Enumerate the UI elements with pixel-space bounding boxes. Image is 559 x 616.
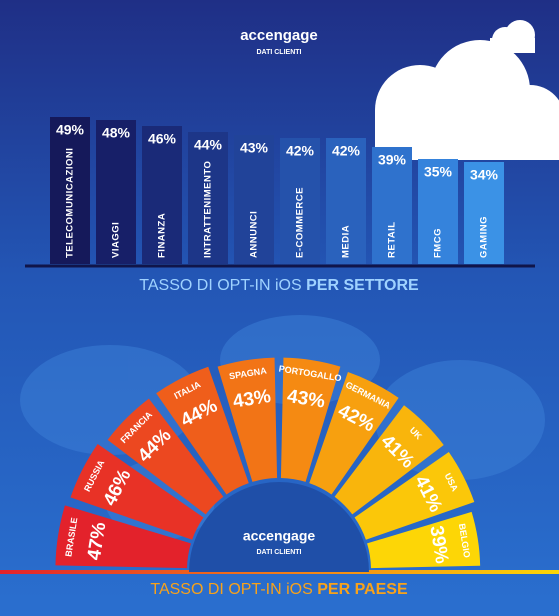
title-text: TASSO DI OPT-IN iOS [139, 277, 301, 294]
bar [280, 138, 320, 264]
fan-bar [334, 405, 444, 515]
fan-bar [107, 398, 224, 515]
fan-hub [189, 482, 369, 572]
value-label: 44% [194, 137, 223, 153]
fan-bar [309, 372, 399, 495]
category-label: TELECOMUNICAZIONI [65, 148, 76, 258]
category-label: ANNUNCI [249, 211, 260, 258]
category-label: FMCG [433, 228, 444, 258]
value-label: 34% [470, 167, 499, 183]
bar [418, 159, 458, 264]
bar [234, 135, 274, 264]
bar [50, 117, 90, 264]
value-label: 49% [56, 122, 85, 138]
bar-title: TASSO DI OPT-IN iOS PER SETTORE [139, 277, 419, 294]
title-emphasis: PER PAESE [317, 581, 408, 598]
category-label: GAMING [479, 216, 490, 258]
value-label: 42% [332, 143, 361, 159]
fan-bar [217, 357, 278, 482]
brand-subtitle: DATI CLIENTI [257, 49, 302, 56]
brand-name: accengage [243, 528, 316, 544]
bar [188, 132, 228, 264]
fan-bar [55, 505, 191, 569]
value-label: 42% [286, 143, 315, 159]
fan-title: TASSO DI OPT-IN iOS PER PAESE [150, 581, 408, 598]
bar [372, 147, 412, 264]
category-label: FINANZA [157, 213, 168, 258]
value-label: 46% [148, 131, 177, 147]
value-label: 39% [378, 152, 407, 168]
brand-name: accengage [240, 27, 318, 44]
fan-bar [70, 443, 204, 540]
category-label: VIAGGI [111, 222, 122, 258]
bar [142, 126, 182, 264]
title-emphasis: PER SETTORE [306, 277, 419, 294]
category-label: MEDIA [341, 225, 352, 258]
fan-bar [156, 366, 249, 495]
cloud [375, 20, 559, 160]
fan-bar [280, 357, 341, 482]
value-label: 43% [240, 140, 269, 156]
bar [464, 162, 504, 264]
brand-subtitle: DATI CLIENTI [257, 549, 302, 556]
value-label: 35% [424, 164, 453, 180]
category-label: RETAIL [387, 221, 398, 258]
bar [326, 138, 366, 264]
fan-bar [367, 511, 481, 569]
fan-bar [354, 451, 475, 540]
title-text: TASSO DI OPT-IN iOS [150, 581, 312, 598]
category-label: E-COMMERCE [295, 187, 306, 258]
category-label: INTRATTENIMENTO [203, 161, 214, 258]
value-label: 48% [102, 125, 131, 141]
bar [96, 120, 136, 264]
